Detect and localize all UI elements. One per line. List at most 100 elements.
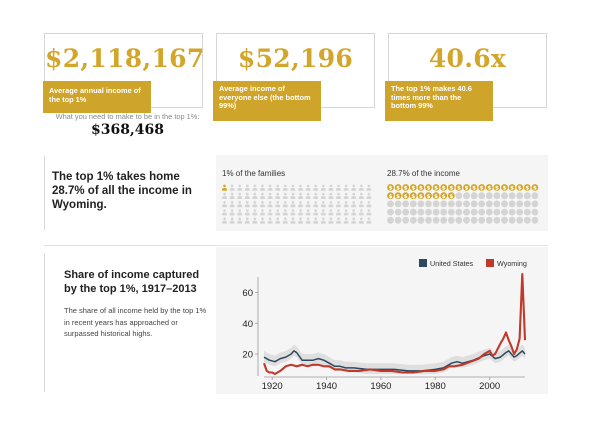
svg-text:$: $ bbox=[472, 186, 476, 192]
person-icon bbox=[298, 192, 303, 199]
dollar-coin-icon bbox=[501, 216, 508, 224]
dollar-coin-icon bbox=[501, 192, 508, 200]
svg-text:$: $ bbox=[449, 194, 453, 200]
income-label: 28.7% of the income bbox=[387, 169, 460, 178]
dollar-coin-icon bbox=[508, 200, 516, 208]
svg-text:$: $ bbox=[411, 186, 415, 192]
person-icon bbox=[305, 192, 311, 199]
person-icon bbox=[229, 184, 235, 191]
person-icon bbox=[252, 209, 258, 216]
person-icon bbox=[222, 192, 227, 199]
person-icon bbox=[336, 201, 341, 208]
dollar-coin-icon bbox=[470, 200, 478, 208]
legend-swatch bbox=[486, 259, 494, 267]
svg-text:$: $ bbox=[487, 186, 491, 192]
person-icon bbox=[298, 184, 303, 191]
dollar-coin-icon: $ bbox=[425, 192, 432, 200]
person-icon bbox=[358, 217, 364, 224]
dollar-coin-icon bbox=[531, 216, 539, 224]
dollar-coin-icon bbox=[417, 200, 425, 208]
person-icon bbox=[328, 184, 334, 191]
dollar-coin-icon bbox=[523, 216, 531, 224]
stat-label: The top 1% makes 40.6 times more than th… bbox=[385, 81, 493, 121]
legend-item-wyoming[interactable]: Wyoming bbox=[486, 259, 527, 268]
person-icon bbox=[244, 217, 250, 224]
person-icon bbox=[237, 192, 243, 199]
y-tick-label: 20 bbox=[242, 350, 253, 361]
svg-text:$: $ bbox=[533, 186, 537, 192]
dollar-coin-icon bbox=[493, 208, 501, 216]
dollar-coin-icon: $ bbox=[516, 184, 524, 192]
svg-text:$: $ bbox=[419, 194, 423, 200]
stat-value: $52,196 bbox=[237, 44, 354, 73]
person-icon bbox=[366, 184, 372, 191]
svg-text:$: $ bbox=[434, 194, 438, 200]
dollar-coin-icon bbox=[508, 216, 516, 224]
person-icon bbox=[313, 217, 319, 224]
stat-value: 40.6x bbox=[428, 44, 507, 73]
dollar-coin-icon bbox=[478, 216, 486, 224]
dollar-coin-icon bbox=[440, 208, 448, 216]
dollar-coin-icon bbox=[402, 216, 410, 224]
person-icon bbox=[343, 192, 349, 199]
dollar-coin-icon bbox=[485, 216, 493, 224]
dollar-coin-icon bbox=[409, 216, 417, 224]
svg-text:$: $ bbox=[389, 194, 393, 200]
svg-text:$: $ bbox=[480, 186, 484, 192]
person-icon bbox=[290, 184, 296, 191]
person-icon bbox=[267, 192, 273, 199]
svg-text:$: $ bbox=[465, 186, 469, 192]
svg-text:$: $ bbox=[396, 186, 400, 192]
person-icon bbox=[267, 209, 273, 216]
person-icon bbox=[328, 209, 334, 216]
person-icon bbox=[351, 192, 357, 199]
stat-card-top1-income: $2,118,167 Average annual income of the … bbox=[43, 33, 205, 113]
legend-item-united-states[interactable]: United States bbox=[419, 259, 473, 268]
x-tick-label: 1940 bbox=[316, 381, 337, 392]
person-icon bbox=[343, 217, 349, 224]
svg-text:$: $ bbox=[427, 186, 431, 192]
legend-label: Wyoming bbox=[497, 259, 527, 268]
person-icon bbox=[343, 201, 349, 208]
person-icon bbox=[366, 192, 372, 199]
divider bbox=[44, 245, 548, 246]
dollar-coin-icon: $ bbox=[402, 192, 410, 200]
dollar-coin-icon: $ bbox=[478, 184, 486, 192]
person-icon bbox=[320, 192, 326, 199]
dollar-coin-icon: $ bbox=[425, 184, 432, 192]
dollar-coin-icon bbox=[493, 200, 501, 208]
section-divider bbox=[44, 253, 45, 392]
person-icon bbox=[252, 201, 258, 208]
stat-value: $2,118,167 bbox=[45, 44, 205, 73]
person-icon bbox=[320, 201, 326, 208]
dollar-coin-icon bbox=[478, 208, 486, 216]
dollar-coin-icon: $ bbox=[409, 192, 417, 200]
person-icon bbox=[222, 184, 227, 191]
svg-text:$: $ bbox=[404, 194, 408, 200]
x-tick-label: 2000 bbox=[479, 381, 500, 392]
svg-text:$: $ bbox=[411, 194, 415, 200]
person-icon bbox=[358, 201, 364, 208]
person-icon bbox=[320, 184, 326, 191]
person-icon bbox=[260, 201, 265, 208]
person-icon bbox=[290, 217, 296, 224]
x-tick-label: 1960 bbox=[370, 381, 391, 392]
person-icon bbox=[320, 209, 326, 216]
person-icon bbox=[275, 217, 281, 224]
families-icon-grid bbox=[221, 184, 381, 228]
dollar-coin-icon: $ bbox=[417, 184, 425, 192]
svg-text:$: $ bbox=[525, 186, 529, 192]
person-icon bbox=[252, 192, 258, 199]
section-divider bbox=[44, 156, 45, 230]
dollar-coin-icon bbox=[425, 200, 432, 208]
dollar-coin-icon bbox=[516, 208, 524, 216]
person-icon bbox=[351, 201, 357, 208]
dollar-coin-icon bbox=[463, 192, 470, 200]
person-icon bbox=[298, 201, 303, 208]
person-icon bbox=[275, 209, 281, 216]
dollar-coin-icon: $ bbox=[394, 192, 402, 200]
person-icon bbox=[237, 184, 243, 191]
dollar-coin-icon bbox=[463, 200, 470, 208]
svg-text:$: $ bbox=[503, 186, 507, 192]
dollar-coin-icon bbox=[516, 192, 524, 200]
